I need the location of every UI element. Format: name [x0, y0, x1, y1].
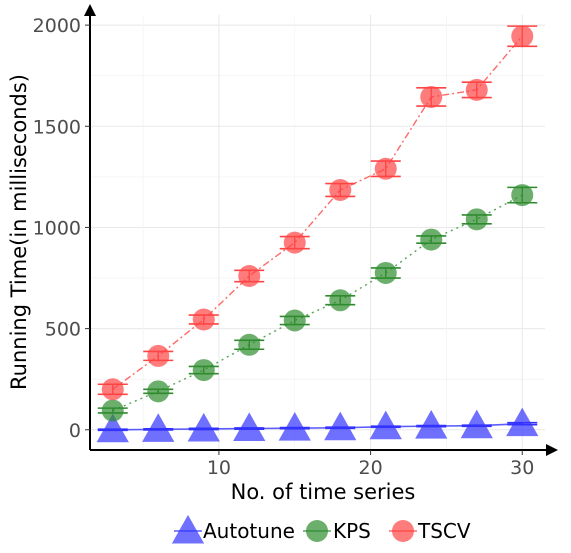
data-point-autotune [142, 413, 175, 442]
legend-marker-tscv [392, 520, 414, 542]
series-tscv [97, 25, 538, 401]
axes [84, 4, 558, 456]
series-line-tscv [112, 35, 523, 390]
legend-item-autotune: Autotune [171, 514, 295, 544]
y-tick-label: 500 [45, 319, 81, 341]
data-point-autotune [369, 410, 402, 440]
data-point-autotune [278, 412, 311, 441]
x-tick-label: 20 [358, 457, 382, 479]
y-tick-label: 2000 [33, 15, 81, 37]
y-tick-label: 1000 [33, 217, 81, 239]
y-tick-label: 0 [69, 420, 81, 442]
x-tick-label: 10 [207, 457, 231, 479]
series-line-kps [112, 194, 523, 412]
data-point-autotune [187, 412, 220, 442]
x-axis-title: No. of time series [231, 480, 416, 504]
y-axis-arrow [84, 4, 96, 16]
legend-item-kps: KPS [303, 519, 371, 543]
series-kps [97, 184, 538, 422]
series-autotune [96, 407, 539, 443]
series-layer [96, 25, 539, 443]
legend-marker-autotune [171, 514, 205, 544]
legend-label-tscv: TSCV [417, 519, 471, 543]
data-point-autotune [324, 411, 357, 441]
y-tick-label: 1500 [33, 116, 81, 138]
data-point-autotune [233, 412, 266, 442]
series-line-autotune [112, 422, 523, 431]
legend-marker-kps [306, 520, 328, 542]
ticks: 0 500 1000 1500 2000 10 20 30 [33, 15, 535, 479]
data-point-autotune [415, 410, 448, 439]
legend: Autotune KPS TSCV [171, 514, 471, 544]
legend-label-kps: KPS [333, 519, 371, 543]
legend-label-autotune: Autotune [203, 519, 295, 543]
y-axis-title: Running Time(in milliseconds) [7, 74, 31, 390]
x-tick-label: 30 [510, 457, 534, 479]
data-point-autotune [460, 409, 493, 439]
data-point-autotune [506, 407, 539, 437]
x-axis-arrow [546, 444, 558, 456]
data-point-autotune [96, 413, 129, 443]
legend-item-tscv: TSCV [389, 519, 471, 543]
